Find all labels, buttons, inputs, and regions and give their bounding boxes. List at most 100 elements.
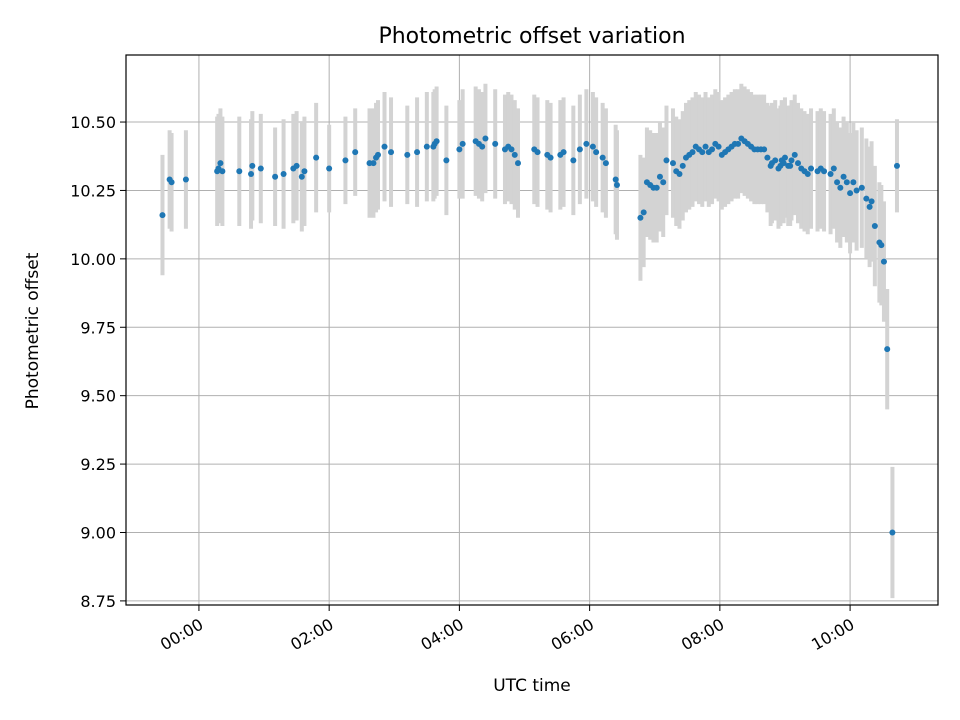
data-point [804,171,811,178]
data-point [547,154,554,161]
data-point [613,181,620,188]
data-point [602,160,609,167]
data-point [342,157,349,164]
data-point [298,173,305,180]
data-point [352,149,359,156]
data-point [599,154,606,161]
data-point [375,151,381,158]
data-point [795,160,801,167]
y-tick-label: 9.50 [80,387,116,406]
data-point [871,223,878,230]
data-point [640,209,647,216]
y-axis-label: Photometric offset [23,252,43,409]
data-point [858,184,865,191]
data-points [159,135,900,536]
data-point [853,187,860,194]
data-point [414,149,421,156]
data-point [780,160,787,167]
data-point [593,149,600,156]
data-point [168,179,175,186]
data-point [248,171,255,178]
data-point [808,165,815,172]
data-point [791,151,798,158]
data-point [492,140,499,147]
data-point [761,146,768,153]
data-point [653,184,660,191]
data-point [456,146,463,153]
data-point [576,146,583,153]
data-point [272,173,279,180]
data-point [893,162,900,169]
data-point [583,140,590,147]
data-point [236,168,243,175]
data-point [878,242,885,249]
data-point [679,162,686,169]
data-point [534,149,541,156]
data-point [863,195,870,202]
chart-title: Photometric offset variation [378,24,685,49]
data-point [843,179,850,186]
y-tick-label: 10.00 [70,250,116,269]
y-tick-label: 9.00 [80,523,116,542]
data-point [182,176,189,183]
data-point [219,168,226,175]
data-point [656,173,663,180]
data-point [589,143,596,150]
data-point [381,143,388,150]
data-point [217,160,224,167]
data-point [637,214,644,221]
data-point [840,173,847,180]
data-point [715,143,722,150]
data-point [787,162,794,169]
y-tick-label: 9.75 [80,318,116,337]
data-point [159,212,166,219]
y-axis-ticks: 8.75 9.00 9.25 9.50 9.75 10.00 10.25 10.50 [70,113,126,611]
data-point [663,157,670,164]
data-point [612,176,619,183]
data-point [735,140,742,147]
data-point [847,190,854,197]
plot-frame [125,54,939,606]
data-point [313,154,320,161]
data-point [827,171,834,178]
data-point [508,146,515,153]
y-tick-label: 10.25 [70,181,116,200]
data-point [301,168,308,175]
data-point [866,203,873,210]
data-point [326,165,333,172]
data-point [781,154,788,161]
data-point [772,157,779,164]
data-point [884,346,891,353]
y-tick-label: 9.25 [80,455,116,474]
data-point [868,198,875,205]
data-point [837,184,844,191]
data-point [423,143,430,150]
data-point [370,160,377,167]
data-point [821,168,828,175]
data-point [560,149,567,156]
data-point [880,258,887,265]
data-point [699,149,706,156]
data-point [834,179,841,186]
data-point [764,154,771,161]
data-point [433,138,440,145]
data-point [511,151,518,158]
data-point [479,143,486,150]
data-point [702,143,709,150]
data-point [669,160,676,167]
y-tick-label: 8.75 [80,592,116,611]
data-point [404,151,411,158]
data-point [249,162,256,169]
data-point [280,171,287,178]
data-point [388,149,395,156]
y-tick-label: 10.50 [70,113,116,132]
data-point [850,179,857,186]
data-point [482,135,489,142]
data-point [889,529,896,536]
data-point [689,149,696,156]
data-point [570,157,577,164]
data-point [676,171,683,178]
data-point [515,160,521,167]
data-point [830,165,837,172]
